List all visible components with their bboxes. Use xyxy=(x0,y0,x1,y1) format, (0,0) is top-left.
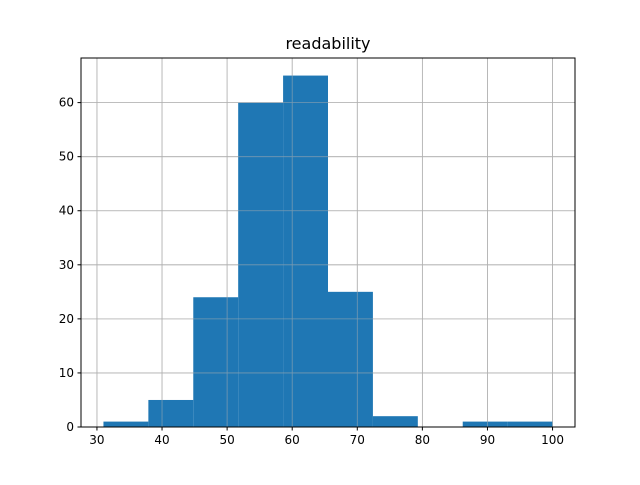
y-tick-label: 0 xyxy=(66,420,74,434)
histogram-bar xyxy=(148,399,194,427)
x-tick-label: 40 xyxy=(154,433,169,447)
x-tick-label: 90 xyxy=(480,433,495,447)
y-tick-label: 40 xyxy=(59,204,74,218)
x-tick-label: 60 xyxy=(285,433,300,447)
y-tick-label: 20 xyxy=(59,312,74,326)
y-tick-label: 60 xyxy=(59,96,74,110)
chart-title: readability xyxy=(285,34,370,53)
bars xyxy=(103,75,553,428)
histogram-bar xyxy=(328,291,373,427)
y-tick-label: 10 xyxy=(59,366,74,380)
histogram-bar xyxy=(103,421,149,427)
ticks: 30 40 50 60 70 80 90 100 0 10 20 30 40 50 60 xyxy=(59,96,564,447)
histogram-bar xyxy=(372,416,418,427)
x-tick-label: 80 xyxy=(415,433,430,447)
histogram-bar xyxy=(283,75,328,428)
histogram-bar xyxy=(193,297,239,427)
histogram-bar xyxy=(507,421,553,427)
x-tick-label: 30 xyxy=(89,433,104,447)
y-tick-label: 30 xyxy=(59,258,74,272)
axes-frame xyxy=(80,57,576,428)
x-tick-label: 70 xyxy=(350,433,365,447)
x-tick-label: 50 xyxy=(219,433,234,447)
y-tick-label: 50 xyxy=(59,150,74,164)
histogram-bar xyxy=(462,421,508,427)
x-tick-label: 100 xyxy=(541,433,564,447)
